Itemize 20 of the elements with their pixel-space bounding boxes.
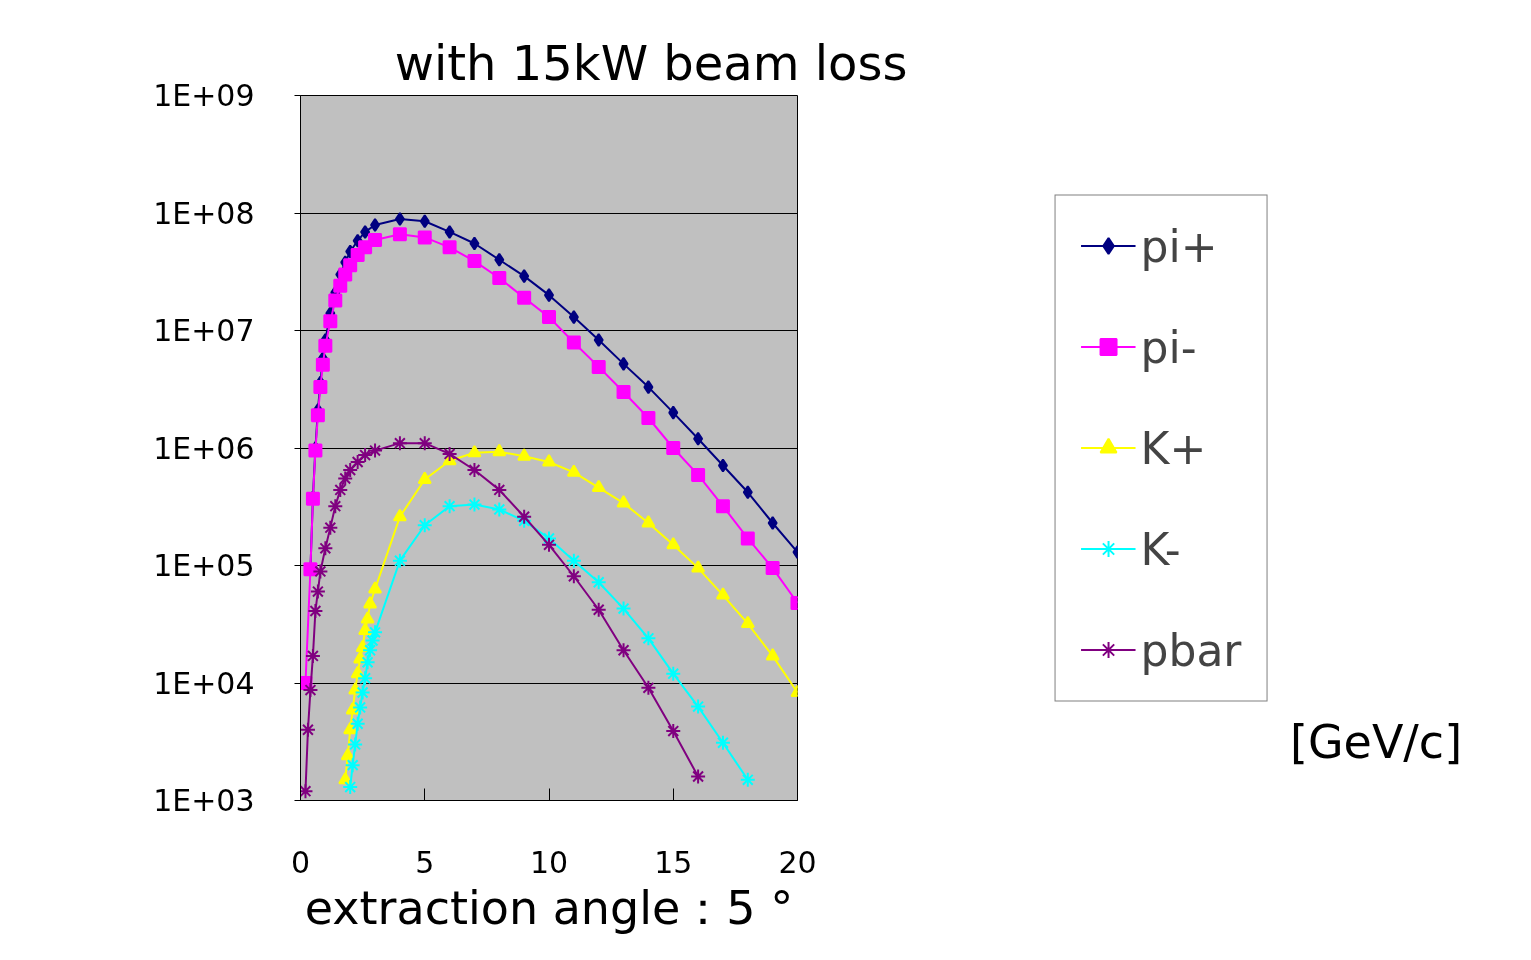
x-tick-label: 0 [290, 844, 311, 880]
y-tick-label: 1E+06 [153, 430, 255, 466]
x-tick-label: 20 [778, 844, 817, 880]
text: [GeV/c] [1290, 714, 1463, 771]
chart-title: with 15kW beam loss [394, 34, 908, 91]
legend-label: K- [1140, 523, 1181, 574]
legend-label: pi+ [1140, 220, 1218, 271]
x-tick-label: 15 [654, 844, 693, 880]
y-tick-label: 1E+07 [153, 313, 255, 348]
y-tick-label: 1E+08 [153, 195, 255, 231]
x-tick-label: 10 [529, 844, 569, 880]
y-tick-label: 1E+09 [153, 78, 255, 113]
y-tick-label: 1E+05 [153, 548, 255, 583]
y-tick-label: 1E+04 [153, 665, 255, 701]
legend-label: pi- [1140, 321, 1197, 372]
legend-label: K+ [1140, 422, 1207, 473]
x-tick-label: 5 [415, 844, 435, 880]
x-axis-title: extraction angle：5 ° [304, 880, 794, 935]
legend-label: pbar [1140, 624, 1242, 675]
y-tick-label: 1E+03 [153, 783, 255, 818]
